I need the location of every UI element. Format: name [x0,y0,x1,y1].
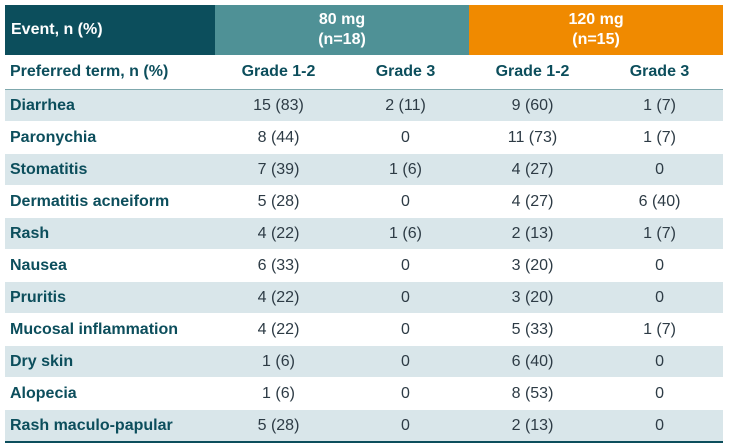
grade3-80-cell: 0 [342,185,470,218]
grade3-120-cell: 0 [596,281,724,314]
term-cell: Dry skin [5,345,215,378]
table-row: Stomatitis 7 (39) 1 (6) 4 (27) 0 [5,153,724,186]
table-row: Dermatitis acneiform 5 (28) 0 4 (27) 6 (40) [5,185,724,218]
table-body: Diarrhea 15 (83) 2 (11) 9 (60) 1 (7) Paronych… [5,89,724,443]
dose-120-label: 120 mg [568,11,624,28]
grade12-120-cell: 11 (73) [469,121,597,154]
term-cell: Dermatitis acneiform [5,185,215,218]
grade3-120-cell: 0 [596,153,724,186]
grade12-80-cell: 4 (22) [215,281,342,314]
grade12-120-cell: 2 (13) [469,217,597,250]
grade3-120-cell: 0 [596,249,724,282]
grade3-80-cell: 2 (11) [342,89,470,122]
grade3-120-header: Grade 3 [596,55,724,90]
grade3-120-cell: 1 (7) [596,89,724,122]
grade12-120-cell: 6 (40) [469,345,597,378]
grade12-80-cell: 4 (22) [215,217,342,250]
grade12-80-cell: 1 (6) [215,377,342,410]
term-cell: Alopecia [5,377,215,410]
grade12-120-cell: 8 (53) [469,377,597,410]
dose-80-label: 80 mg [318,11,366,28]
grade3-80-cell: 0 [342,249,470,282]
dose-80-header: 80 mg (n=18) [215,5,470,55]
grade12-120-cell: 3 (20) [469,249,597,282]
dose-120-header: 120 mg (n=15) [469,5,724,55]
term-cell: Mucosal inflammation [5,313,215,346]
grade12-80-cell: 5 (28) [215,409,342,443]
table-row: Rash maculo-papular 5 (28) 0 2 (13) 0 [5,409,724,443]
term-cell: Rash maculo-papular [5,409,215,443]
term-cell: Stomatitis [5,153,215,186]
grade3-120-cell: 0 [596,345,724,378]
grade12-80-cell: 7 (39) [215,153,342,186]
grade3-80-cell: 0 [342,409,470,443]
grade3-80-cell: 0 [342,281,470,314]
table-row: Diarrhea 15 (83) 2 (11) 9 (60) 1 (7) [5,89,724,122]
grade12-80-cell: 8 (44) [215,121,342,154]
grade12-120-cell: 2 (13) [469,409,597,443]
grade12-80-cell: 5 (28) [215,185,342,218]
table-row: Nausea 6 (33) 0 3 (20) 0 [5,249,724,282]
grade3-80-cell: 1 (6) [342,153,470,186]
grade3-120-cell: 0 [596,377,724,410]
adverse-events-table: Event, n (%) 80 mg (n=18) 120 mg (n=15) … [5,5,724,443]
grade12-120-cell: 4 (27) [469,185,597,218]
term-cell: Nausea [5,249,215,282]
grade3-80-cell: 0 [342,345,470,378]
grade12-80-cell: 1 (6) [215,345,342,378]
term-cell: Diarrhea [5,89,215,122]
grade3-80-cell: 0 [342,121,470,154]
term-cell: Paronychia [5,121,215,154]
event-header: Event, n (%) [5,5,215,55]
grade12-120-cell: 3 (20) [469,281,597,314]
table-row: Mucosal inflammation 4 (22) 0 5 (33) 1 (7) [5,313,724,346]
grade12-120-header: Grade 1-2 [469,55,597,90]
grade3-120-cell: 0 [596,409,724,443]
grade3-80-cell: 1 (6) [342,217,470,250]
dose-120-n: (n=15) [572,31,620,48]
term-cell: Rash [5,217,215,250]
table-row: Paronychia 8 (44) 0 11 (73) 1 (7) [5,121,724,154]
grade12-80-cell: 4 (22) [215,313,342,346]
grade12-120-cell: 4 (27) [469,153,597,186]
dose-80-n: (n=18) [318,31,366,48]
table-row: Pruritis 4 (22) 0 3 (20) 0 [5,281,724,314]
grade12-120-cell: 5 (33) [469,313,597,346]
grade3-120-cell: 6 (40) [596,185,724,218]
group-header-row: Event, n (%) 80 mg (n=18) 120 mg (n=15) [5,5,724,55]
grade3-120-cell: 1 (7) [596,121,724,154]
term-cell: Pruritis [5,281,215,314]
grade3-80-header: Grade 3 [342,55,470,90]
preferred-term-header: Preferred term, n (%) [5,55,215,90]
grade12-80-cell: 15 (83) [215,89,342,122]
table-row: Rash 4 (22) 1 (6) 2 (13) 1 (7) [5,217,724,250]
grade3-80-cell: 0 [342,313,470,346]
grade12-80-header: Grade 1-2 [215,55,342,90]
subheader-row: Preferred term, n (%) Grade 1-2 Grade 3 … [5,55,724,90]
grade3-120-cell: 1 (7) [596,313,724,346]
table-row: Alopecia 1 (6) 0 8 (53) 0 [5,377,724,410]
grade3-120-cell: 1 (7) [596,217,724,250]
adverse-events-table-container: Event, n (%) 80 mg (n=18) 120 mg (n=15) … [5,5,724,443]
grade12-80-cell: 6 (33) [215,249,342,282]
grade3-80-cell: 0 [342,377,470,410]
grade12-120-cell: 9 (60) [469,89,597,122]
table-row: Dry skin 1 (6) 0 6 (40) 0 [5,345,724,378]
